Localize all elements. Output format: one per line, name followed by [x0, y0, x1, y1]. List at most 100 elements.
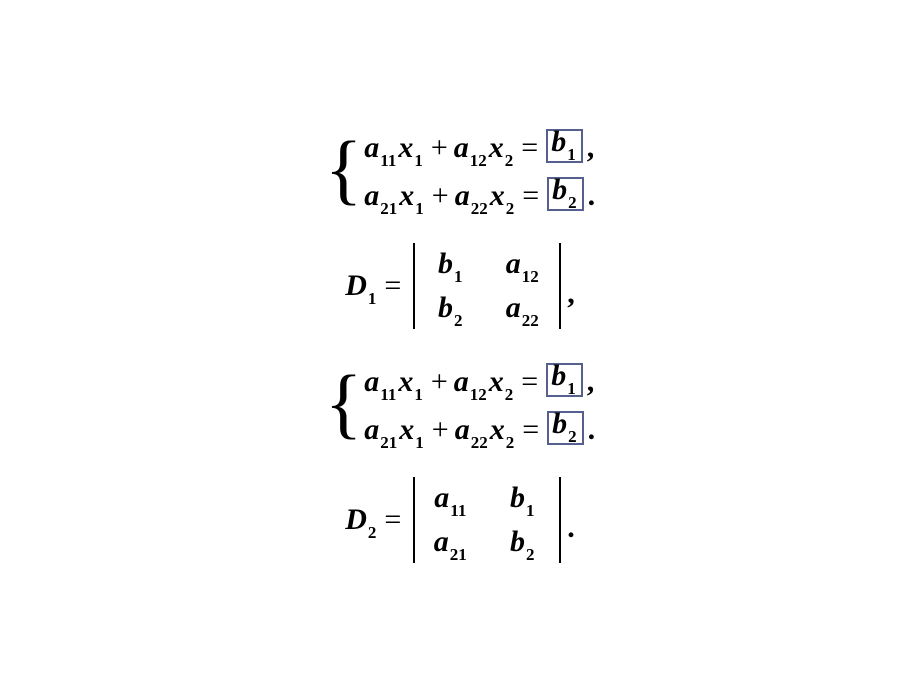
subscript: 1	[526, 502, 535, 519]
entry: a	[506, 293, 521, 323]
equals-operator: =	[515, 133, 544, 163]
var-x: x	[489, 133, 504, 163]
plus-operator: +	[426, 181, 455, 211]
subscript: 22	[522, 312, 539, 329]
equals-operator: =	[516, 181, 545, 211]
det-D: D	[345, 271, 367, 301]
coef-a: a	[455, 181, 470, 211]
d1-cell-12: a 12	[501, 249, 545, 279]
d1-row-1: b 1 a 12	[429, 249, 545, 279]
d2-matrix: a 11 b 1 a 21 b 2	[413, 477, 561, 563]
punctuation: .	[567, 513, 575, 543]
subscript: 1	[368, 290, 377, 307]
coef-a: a	[364, 415, 379, 445]
subscript: 22	[471, 200, 488, 217]
d2-row-1: a 11 b 1	[429, 483, 545, 513]
plus-operator: +	[426, 415, 455, 445]
highlight-box-b2: b 2	[547, 411, 584, 445]
subscript: 21	[380, 434, 397, 451]
subscript: 1	[415, 434, 424, 451]
entry: b	[510, 483, 525, 513]
subscript: 2	[568, 194, 577, 211]
system-1-lines: a 11 x 1 + a 12 x 2 = b 1 , a 2 1 x	[364, 127, 595, 211]
var-x: x	[399, 415, 414, 445]
entry: b	[510, 527, 525, 557]
subscript: 1	[415, 200, 424, 217]
d2-cell-12: b 1	[501, 483, 545, 513]
subscript: 12	[470, 152, 487, 169]
var-x: x	[490, 181, 505, 211]
det-D: D	[345, 505, 367, 535]
coef-a: a	[364, 181, 379, 211]
d1-cell-21: b 2	[429, 293, 473, 323]
plus-operator: +	[425, 133, 454, 163]
system-1-line-2: a 21 x 1 + a 22 x 2 = b 2 .	[364, 175, 595, 211]
page: { a 11 x 1 + a 12 x 2 = b 1 , a	[0, 0, 920, 690]
subscript: 11	[380, 152, 396, 169]
coef-a: a	[364, 367, 379, 397]
subscript: 22	[471, 434, 488, 451]
entry: a	[434, 527, 449, 557]
var-x: x	[490, 415, 505, 445]
subscript: 12	[522, 268, 539, 285]
subscript: 21	[380, 200, 397, 217]
var-x: x	[398, 133, 413, 163]
subscript: 1	[414, 152, 423, 169]
equals-operator: =	[515, 367, 544, 397]
system-2-line-2: a 21 x 1 + a 22 x 2 = b 2 .	[364, 409, 595, 445]
subscript: 2	[454, 312, 463, 329]
coef-a: a	[364, 133, 379, 163]
subscript: 11	[380, 386, 396, 403]
d1-cell-22: a 22	[501, 293, 545, 323]
d1-row-2: b 2 a 22	[429, 293, 545, 323]
d2-cell-21: a 21	[429, 527, 473, 557]
system-2: { a 11 x 1 + a 12 x 2 = b 1 , a	[325, 361, 595, 445]
rhs-b: b	[552, 409, 567, 439]
system-2-line-1: a 11 x 1 + a 12 x 2 = b 1 ,	[364, 361, 595, 397]
entry: b	[438, 293, 453, 323]
determinant-d1: D 1 = b 1 a 12 b 2 a	[345, 243, 575, 329]
subscript: 2	[568, 428, 577, 445]
highlight-box-b1: b 1	[546, 129, 583, 163]
coef-a: a	[454, 367, 469, 397]
subscript: 1	[567, 146, 576, 163]
d2-cell-22: b 2	[501, 527, 545, 557]
subscript: 1	[567, 380, 576, 397]
punctuation: .	[588, 181, 596, 211]
entry: a	[506, 249, 521, 279]
subscript: 12	[470, 386, 487, 403]
subscript: 2	[368, 524, 377, 541]
punctuation: ,	[587, 367, 595, 397]
equals-operator: =	[378, 505, 407, 535]
rhs-b: b	[551, 361, 566, 391]
d2-row-2: a 21 b 2	[429, 527, 545, 557]
coef-a: a	[455, 415, 470, 445]
punctuation: ,	[567, 279, 575, 309]
system-1: { a 11 x 1 + a 12 x 2 = b 1 , a	[325, 127, 595, 211]
left-brace-icon: {	[325, 130, 362, 208]
subscript: 1	[414, 386, 423, 403]
subscript: 2	[506, 200, 515, 217]
d2-cell-11: a 11	[429, 483, 473, 513]
system-2-lines: a 11 x 1 + a 12 x 2 = b 1 , a 2 1 x	[364, 361, 595, 445]
subscript: 2	[526, 546, 535, 563]
rhs-b: b	[552, 175, 567, 205]
punctuation: ,	[587, 133, 595, 163]
entry: b	[438, 249, 453, 279]
coef-a: a	[454, 133, 469, 163]
entry: a	[434, 483, 449, 513]
d1-lhs: D 1 =	[345, 271, 407, 301]
subscript: 2	[505, 386, 514, 403]
equals-operator: =	[378, 271, 407, 301]
subscript: 21	[450, 546, 467, 563]
subscript: 11	[450, 502, 466, 519]
subscript: 1	[454, 268, 463, 285]
punctuation: .	[588, 415, 596, 445]
d2-lhs: D 2 =	[345, 505, 407, 535]
equals-operator: =	[516, 415, 545, 445]
var-x: x	[489, 367, 504, 397]
var-x: x	[399, 181, 414, 211]
highlight-box-b2: b 2	[547, 177, 584, 211]
subscript: 2	[506, 434, 515, 451]
system-1-line-1: a 11 x 1 + a 12 x 2 = b 1 ,	[364, 127, 595, 163]
